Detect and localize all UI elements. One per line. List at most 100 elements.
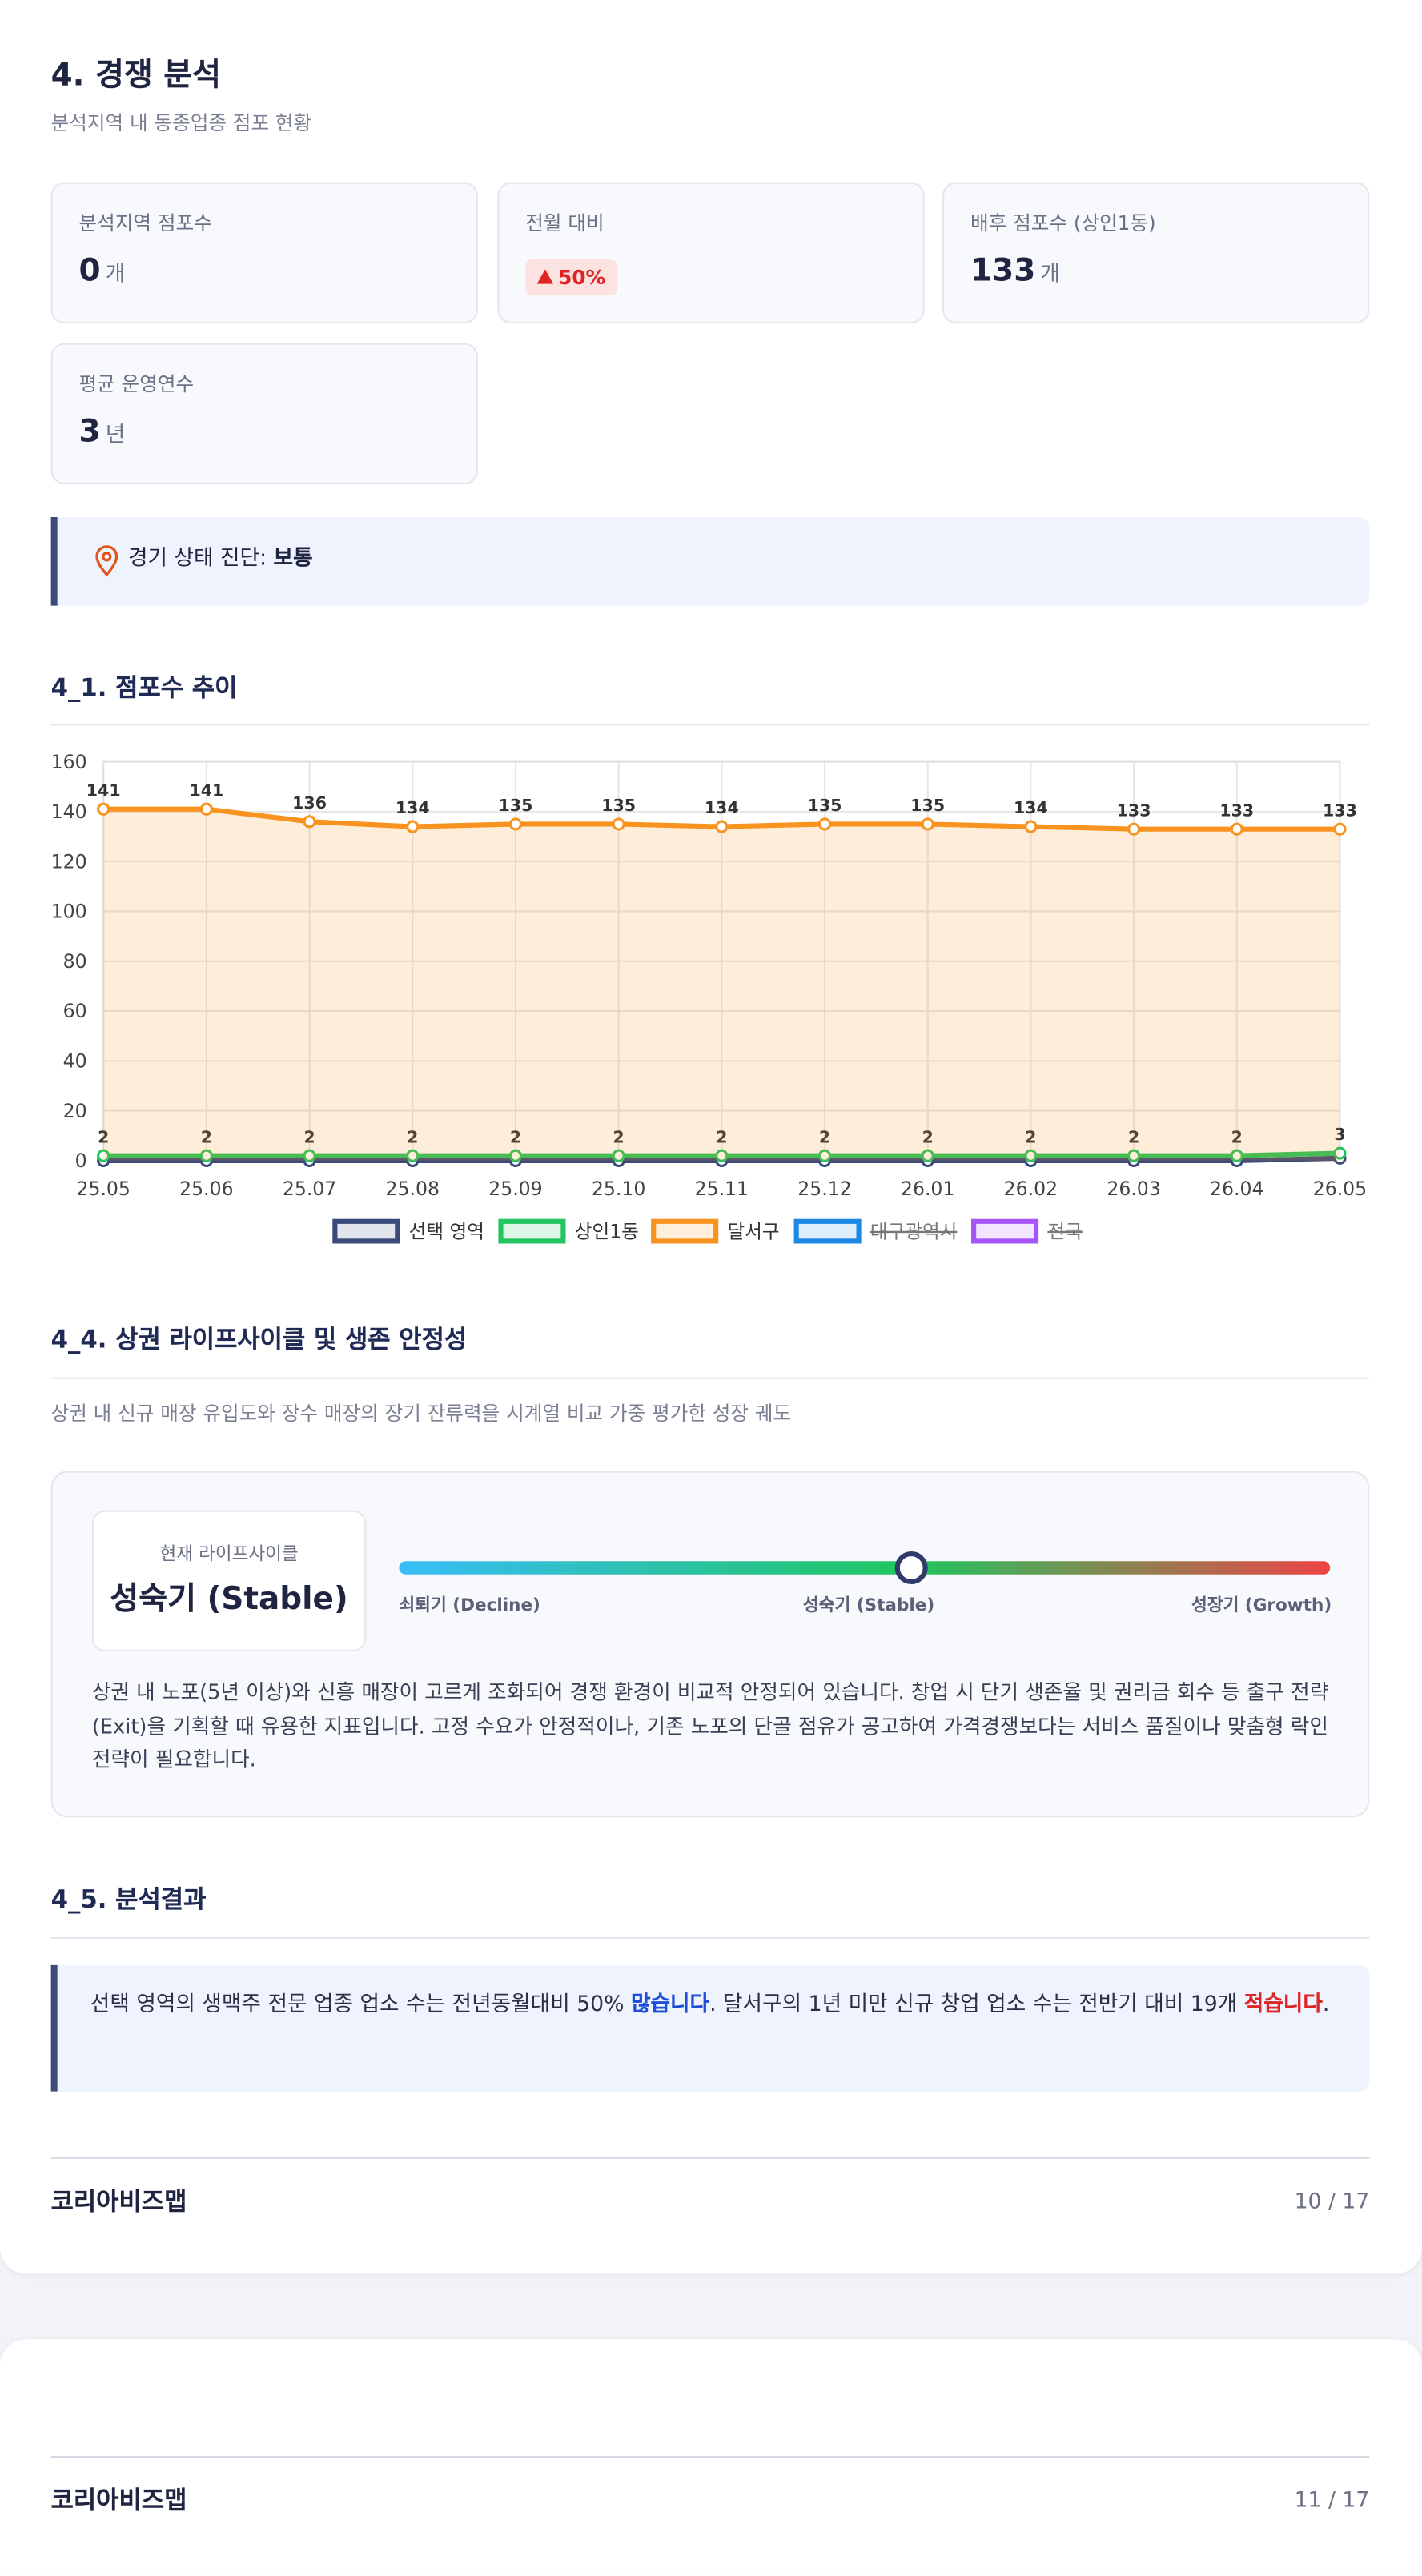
point xyxy=(406,1149,420,1162)
point xyxy=(97,1149,110,1162)
data-label: 2 xyxy=(613,1127,625,1146)
stage-knob xyxy=(894,1551,928,1585)
lifecycle-bar xyxy=(399,1561,1331,1575)
text: 선택 영역의 생맥주 전문 업종 업소 수는 전년동월대비 50% xyxy=(90,1992,631,2018)
legend-swatch xyxy=(971,1218,1039,1244)
point xyxy=(817,1149,832,1162)
x-tick-label: 26.02 xyxy=(1004,1178,1058,1200)
data-label: 2 xyxy=(201,1127,212,1146)
stat-label: 전월 대비 xyxy=(525,211,605,235)
data-label: 135 xyxy=(499,796,533,815)
legend-item[interactable]: 상인1동 xyxy=(498,1218,639,1244)
divider xyxy=(50,1936,1370,1939)
line-chart: 0 20 40 60 80 100 120 140 160 25.05 25.06 25.07 25.0… xyxy=(51,751,1368,1244)
legend-label: 상인1동 xyxy=(575,1220,639,1242)
text: . xyxy=(1322,1992,1330,2018)
legend-label: 대구광역시 xyxy=(870,1220,957,1242)
area xyxy=(103,809,1340,1161)
up-arrow xyxy=(536,269,554,284)
point xyxy=(1024,820,1038,833)
point xyxy=(1230,822,1243,836)
legend-label: 달서구 xyxy=(728,1220,780,1242)
legend-label: 전국 xyxy=(1047,1220,1082,1242)
divider xyxy=(50,1377,1370,1379)
footer-rule xyxy=(50,2455,1370,2458)
data-label: 2 xyxy=(303,1127,315,1146)
data-label: 2 xyxy=(819,1127,830,1146)
text: . 달서구의 1년 미만 신규 창업 업소 수는 전반기 대비 19개 xyxy=(709,1992,1244,2018)
legend-swatch xyxy=(793,1218,862,1244)
section-title: 4_5. 분석결과 xyxy=(50,1884,207,1915)
data-label: 136 xyxy=(292,793,327,813)
highlight: 적습니다 xyxy=(1243,1992,1323,2018)
x-tick-label: 26.04 xyxy=(1210,1178,1264,1200)
legend-label: 선택 영역 xyxy=(409,1220,484,1242)
value: 보통 xyxy=(273,546,313,572)
legend-item[interactable]: 달서구 xyxy=(651,1218,780,1244)
x-tick-label: 25.12 xyxy=(797,1178,852,1200)
point xyxy=(1024,1149,1038,1162)
stat-label: 배후 점포수 (상인1동) xyxy=(970,211,1156,235)
x-tick-label: 25.11 xyxy=(695,1178,749,1200)
result-box: 선택 영역의 생맥주 전문 업종 업소 수는 전년동월대비 50% 많습니다. … xyxy=(50,1964,1370,2092)
legend-item[interactable]: 선택 영역 xyxy=(332,1218,484,1244)
data-label: 2 xyxy=(1231,1127,1243,1146)
result-text: 선택 영역의 생맥주 전문 업종 업소 수는 전년동월대비 50% 많습니다. … xyxy=(90,1986,1347,2025)
data-label: 134 xyxy=(1014,798,1048,817)
legend-item[interactable]: 대구광역시 xyxy=(793,1218,958,1244)
x-tick-label: 26.05 xyxy=(1313,1178,1368,1200)
data-label: 2 xyxy=(407,1127,418,1146)
x-tick-label: 25.07 xyxy=(283,1178,337,1200)
stat-card: 전월 대비 50% xyxy=(497,182,925,324)
data-label: 3 xyxy=(1334,1125,1345,1144)
point xyxy=(199,1149,213,1162)
y-tick-label: 20 xyxy=(63,1100,87,1122)
point xyxy=(715,1149,729,1162)
page-number: 10 / 17 xyxy=(1294,2189,1370,2215)
legend-swatch xyxy=(498,1218,566,1244)
section-title: 4_1. 점포수 추이 xyxy=(50,672,238,703)
point xyxy=(715,820,729,833)
point xyxy=(1230,1149,1243,1162)
subtitle: 분석지역 내 동종업종 점포 현황 xyxy=(50,111,312,135)
data-label: 135 xyxy=(601,796,636,815)
stat-label: 분석지역 점포수 xyxy=(78,211,212,235)
unit: 개 xyxy=(1040,263,1061,287)
x-tick-label: 25.06 xyxy=(179,1178,234,1200)
current-label: 현재 라이프사이클 xyxy=(159,1543,299,1565)
point xyxy=(921,1149,934,1162)
point xyxy=(921,817,934,831)
stage-label: 쇠퇴기 (Decline) xyxy=(399,1595,540,1615)
point xyxy=(612,817,625,831)
point xyxy=(1127,1149,1141,1162)
value: 133 xyxy=(970,252,1036,289)
diagnosis-box: 경기 상태 진단: 보통 xyxy=(50,517,1370,606)
y-tick-label: 0 xyxy=(75,1150,87,1172)
y-tick-label: 100 xyxy=(51,901,87,923)
pin-icon xyxy=(95,545,118,577)
data-label: 2 xyxy=(716,1127,727,1146)
point xyxy=(199,802,213,816)
section-description: 상권 내 신규 매장 유입도와 장수 매장의 장기 잔류력을 시계열 비교 가중… xyxy=(50,1402,792,1426)
point xyxy=(612,1149,625,1162)
unit: 년 xyxy=(105,423,126,448)
legend-swatch xyxy=(332,1218,400,1244)
point xyxy=(97,802,110,816)
stat-label: 평균 운영연수 xyxy=(78,372,195,396)
title: 4. 경쟁 분석 xyxy=(50,57,222,94)
legend-item[interactable]: 전국 xyxy=(971,1218,1083,1244)
stat-card: 분석지역 점포수 0 개 xyxy=(50,182,478,324)
point xyxy=(1333,822,1347,836)
page-card xyxy=(0,2339,1422,2576)
point xyxy=(303,1149,316,1162)
point xyxy=(508,1149,523,1162)
data-label: 141 xyxy=(86,780,121,800)
current-stage: 성숙기 (Stable) xyxy=(110,1580,348,1618)
stat-value: 133 개 xyxy=(970,252,1061,289)
page-number: 11 / 17 xyxy=(1294,2489,1370,2514)
current-stage-box: 현재 라이프사이클 성숙기 (Stable) xyxy=(91,1510,367,1652)
data-label: 2 xyxy=(98,1127,109,1146)
x-tick-label: 26.01 xyxy=(901,1178,955,1200)
